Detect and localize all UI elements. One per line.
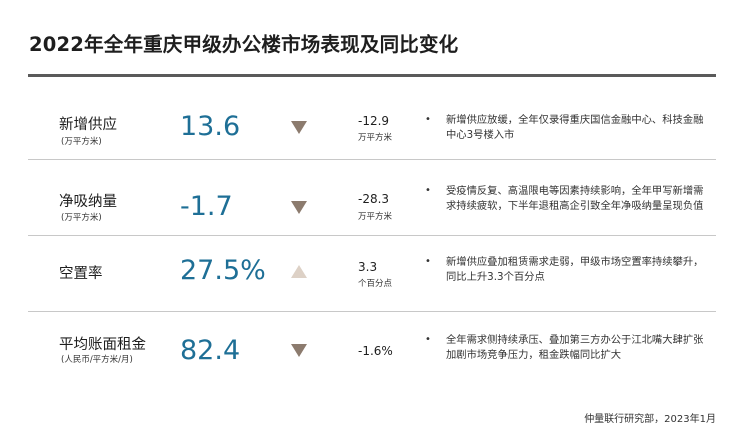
metric-unit: (万平方米) bbox=[61, 137, 102, 147]
source-note: 仲量联行研究部，2023年1月 bbox=[584, 414, 716, 425]
metric-row-avg-rent: 平均账面租金 (人民币/平方米/月) 82.4 -1.6% • 全年需求侧持续承… bbox=[28, 320, 716, 380]
change-unit: 万平方米 bbox=[358, 133, 393, 143]
metric-value: 27.5% bbox=[180, 255, 266, 286]
row-divider bbox=[28, 235, 716, 236]
bullet-icon: • bbox=[425, 185, 431, 196]
comment-text: 全年需求侧持续承压、叠加第三方办公于江北嘴大肆扩张加剧市场竞争压力，租金跌幅同比… bbox=[446, 334, 704, 361]
metric-name: 空置率 bbox=[59, 266, 103, 282]
change-unit: 个百分点 bbox=[358, 279, 393, 289]
bullet-icon: • bbox=[425, 334, 431, 345]
metric-row-new-supply: 新增供应 (万平方米) 13.6 -12.9 万平方米 • 新增供应放缓，全年仅… bbox=[28, 95, 716, 160]
up-triangle-icon bbox=[291, 265, 307, 278]
comment-text: 新增供应叠加租赁需求走弱，甲级市场空置率持续攀升，同比上升3.3个百分点 bbox=[446, 256, 704, 283]
metric-name: 平均账面租金 bbox=[59, 337, 146, 353]
bullet-icon: • bbox=[425, 256, 431, 267]
metric-row-net-absorption: 净吸纳量 (万平方米) -1.7 -28.3 万平方米 • 受疫情反复、高温限电… bbox=[28, 170, 716, 236]
metric-row-vacancy: 空置率 27.5% 3.3 个百分点 • 新增供应叠加租赁需求走弱，甲级市场空置… bbox=[28, 244, 716, 312]
change-value: -28.3 bbox=[358, 192, 390, 206]
page-title: 2022年全年重庆甲级办公楼市场表现及同比变化 bbox=[29, 33, 459, 56]
change-value: -1.6% bbox=[358, 344, 393, 358]
metric-value: 82.4 bbox=[180, 335, 241, 366]
metric-unit: (万平方米) bbox=[61, 213, 102, 223]
top-divider bbox=[28, 74, 716, 77]
change-unit: 万平方米 bbox=[358, 212, 393, 222]
metric-value: 13.6 bbox=[180, 111, 241, 142]
comment-text: 新增供应放缓，全年仅录得重庆国信金融中心、科技金融中心3号楼入市 bbox=[446, 114, 704, 141]
metric-unit: (人民币/平方米/月) bbox=[61, 355, 133, 365]
row-divider bbox=[28, 311, 716, 312]
metric-name: 新增供应 bbox=[59, 117, 117, 133]
metric-name: 净吸纳量 bbox=[59, 194, 117, 210]
comment-text: 受疫情反复、高温限电等因素持续影响，全年甲写新增需求持续疲软，下半年退租高企引致… bbox=[446, 185, 704, 212]
metric-value: -1.7 bbox=[180, 191, 233, 222]
change-value: -12.9 bbox=[358, 114, 390, 128]
down-triangle-icon bbox=[291, 201, 307, 214]
change-value: 3.3 bbox=[358, 260, 378, 274]
row-divider bbox=[28, 159, 716, 160]
down-triangle-icon bbox=[291, 121, 307, 134]
bullet-icon: • bbox=[425, 114, 431, 125]
down-triangle-icon bbox=[291, 344, 307, 357]
